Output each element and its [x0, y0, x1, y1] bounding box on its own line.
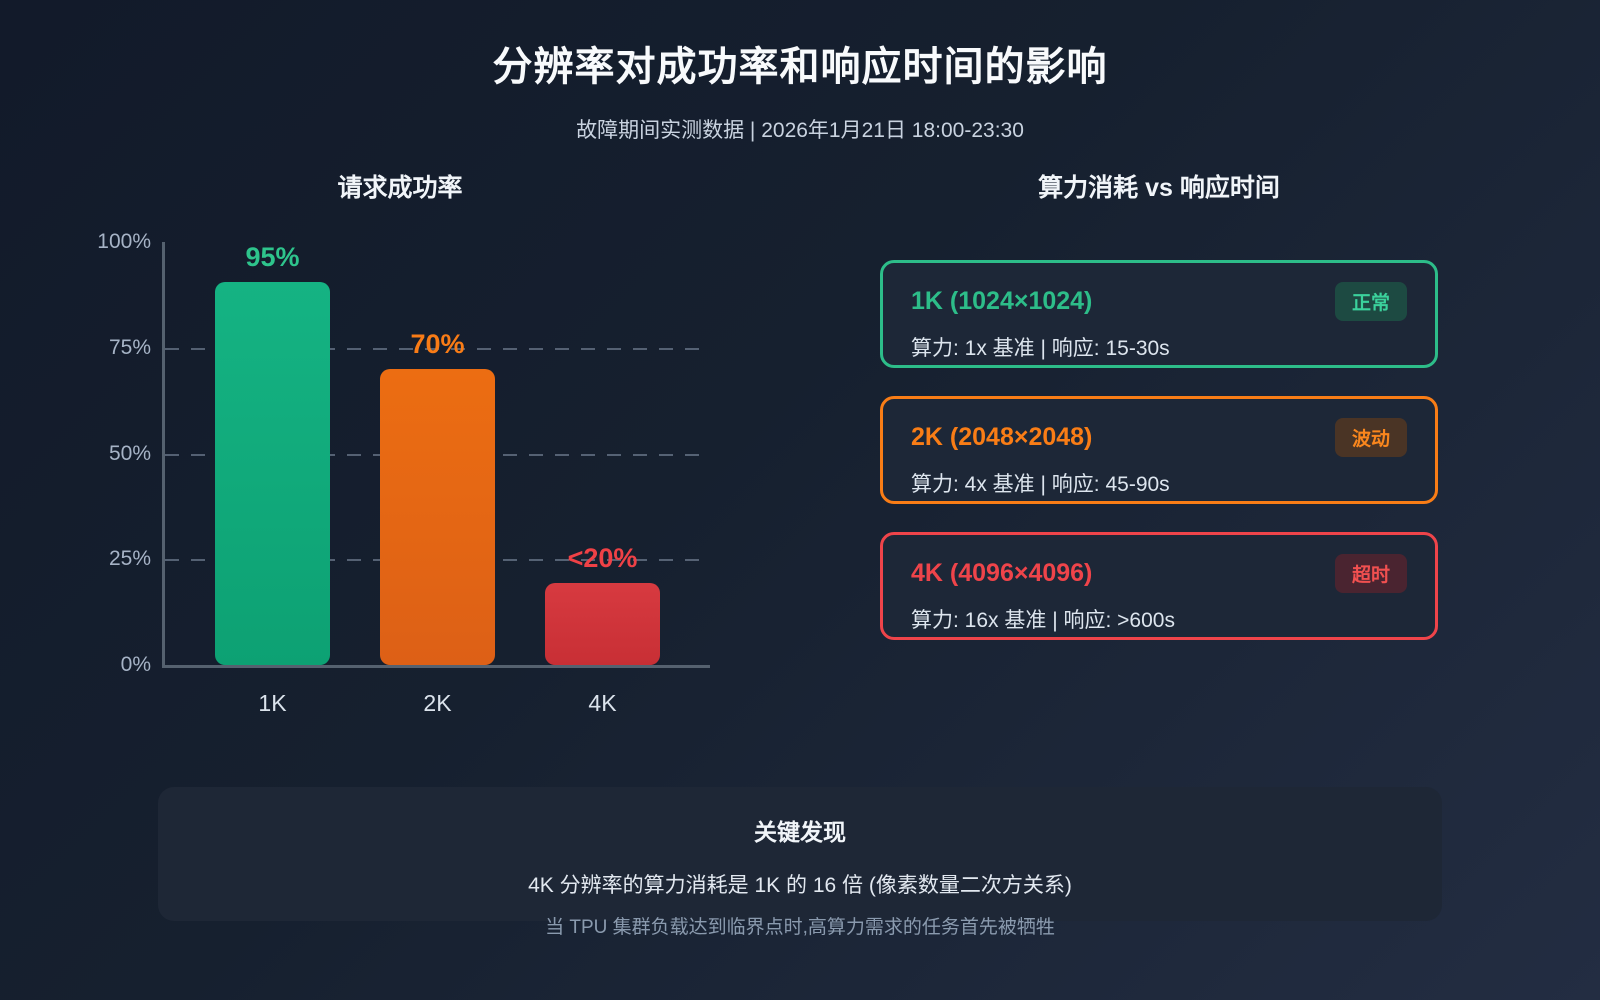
bar-value-label: 70% [410, 328, 465, 359]
key-findings-line1: 4K 分辨率的算力消耗是 1K 的 16 倍 (像素数量二次方关系) [528, 874, 1072, 897]
page-title: 分辨率对成功率和响应时间的影响 [492, 45, 1108, 89]
bar-1k [215, 282, 330, 665]
card-4k: 4K (4096×4096) 超时 算力: 16x 基准 | 响应: >600s [880, 532, 1438, 640]
card-header-row: 4K (4096×4096) 超时 [911, 554, 1407, 593]
panel-title: 算力消耗 vs 响应时间 [1038, 174, 1280, 202]
x-tick-2k: 2K [423, 690, 452, 716]
card-detail: 算力: 16x 基准 | 响应: >600s [911, 609, 1175, 632]
status-badge: 波动 [1334, 418, 1407, 457]
y-tick-25: 25% [108, 547, 151, 571]
gridline-75 [165, 347, 710, 350]
card-header-row: 1K (1024×1024) 正常 [911, 282, 1407, 321]
x-tick-4k: 4K [588, 690, 617, 716]
key-findings-title: 关键发现 [754, 819, 846, 845]
card-2k: 2K (2048×2048) 波动 算力: 4x 基准 | 响应: 45-90s [880, 396, 1438, 504]
y-tick-50: 50% [108, 441, 151, 465]
bar-group-2k: 70% 2K [380, 242, 495, 716]
card-detail: 算力: 1x 基准 | 响应: 15-30s [911, 337, 1170, 360]
bar-group-1k: 95% 1K [215, 242, 330, 716]
y-tick-100: 100% [97, 230, 151, 253]
bar-value-label: <20% [567, 542, 638, 573]
y-tick-75: 75% [108, 335, 151, 359]
page-header: 分辨率对成功率和响应时间的影响 故障期间实测数据 | 2026年1月21日 18… [0, 34, 1600, 144]
compute-response-panel: 算力消耗 vs 响应时间 1K (1024×1024) 正常 算力: 1x 基准… [880, 168, 1438, 640]
bar-2k [380, 368, 495, 665]
page-subtitle: 故障期间实测数据 | 2026年1月21日 18:00-23:30 [576, 119, 1024, 142]
bar-4k [545, 582, 660, 665]
resolution-cards: 1K (1024×1024) 正常 算力: 1x 基准 | 响应: 15-30s… [880, 260, 1438, 668]
chart-plot-area: 100% 75% 50% 25% 0% 95% 1K 70% 2K <20% 4… [97, 230, 710, 716]
card-header-row: 2K (2048×2048) 波动 [911, 418, 1407, 457]
card-title: 2K (2048×2048) [911, 423, 1093, 451]
bar-value-label: 95% [245, 242, 300, 272]
y-tick-0: 0% [120, 653, 151, 676]
bar-group-4k: <20% 4K [545, 242, 660, 716]
bars-container: 95% 1K 70% 2K <20% 4K [165, 242, 710, 716]
card-1k: 1K (1024×1024) 正常 算力: 1x 基准 | 响应: 15-30s [880, 260, 1438, 368]
status-badge: 超时 [1334, 554, 1407, 593]
card-title: 4K (4096×4096) [911, 559, 1093, 587]
chart-title: 请求成功率 [337, 174, 463, 202]
key-findings-panel: 关键发现 4K 分辨率的算力消耗是 1K 的 16 倍 (像素数量二次方关系) … [158, 787, 1442, 938]
card-title: 1K (1024×1024) [911, 287, 1093, 315]
key-findings-line2: 当 TPU 集群负载达到临界点时,高算力需求的任务首先被牺牲 [545, 917, 1055, 938]
status-badge: 正常 [1334, 282, 1407, 321]
card-detail: 算力: 4x 基准 | 响应: 45-90s [911, 473, 1170, 496]
x-tick-1k: 1K [258, 690, 287, 716]
success-rate-chart: 请求成功率 100% 75% 50% 25% 0% 95% 1K 70% 2K … [80, 168, 720, 716]
